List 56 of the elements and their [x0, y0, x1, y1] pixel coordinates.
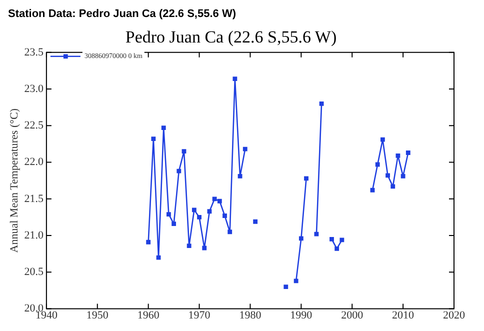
- x-tick-label: 1980: [239, 309, 262, 322]
- x-tick-label: 1970: [188, 309, 211, 322]
- point: [222, 214, 227, 218]
- point: [294, 278, 298, 284]
- point: [228, 230, 232, 234]
- point: [238, 174, 242, 178]
- y-tick-label: 22.5: [24, 120, 44, 132]
- point: [232, 76, 238, 81]
- x-tick-label: 2000: [341, 309, 364, 322]
- point: [304, 176, 308, 181]
- point: [375, 162, 380, 167]
- chart-subtitle: Station Data: Pedro Juan Ca (22.6 S,55.6 W): [8, 8, 238, 20]
- point: [370, 188, 375, 192]
- point: [340, 238, 344, 242]
- point: [380, 137, 385, 142]
- point: [161, 126, 166, 130]
- y-tick-label: 21.5: [24, 192, 44, 205]
- point: [396, 153, 400, 158]
- point: [146, 240, 151, 244]
- x-tick-label: 1960: [137, 309, 160, 322]
- point: [166, 212, 171, 217]
- point: [197, 215, 202, 220]
- point: [202, 246, 207, 250]
- chart-title: Pedro Juan Ca (22.6 S,55.6 W): [125, 28, 337, 47]
- y-tick-label: 21.0: [24, 229, 44, 242]
- point: [176, 168, 182, 174]
- point: [182, 149, 186, 154]
- point: [207, 209, 212, 214]
- point: [400, 174, 406, 178]
- point: [314, 232, 319, 236]
- point: [298, 236, 304, 241]
- point: [186, 244, 192, 248]
- point: [192, 208, 196, 212]
- x-tick-label: 1950: [86, 309, 109, 322]
- y-tick-label: 23.0: [24, 82, 44, 95]
- y-tick-label: 23.5: [24, 46, 44, 58]
- x-tick-label: 1990: [290, 309, 313, 322]
- point: [386, 173, 390, 178]
- x-tick-label: 2020: [443, 309, 466, 322]
- point: [319, 101, 324, 106]
- point: [151, 136, 156, 142]
- point: [334, 246, 340, 251]
- point: [406, 150, 410, 155]
- y-axis-title: Annual Mean Temperatures (°C): [8, 108, 20, 253]
- point: [172, 222, 176, 226]
- point: [253, 219, 258, 224]
- point: [156, 255, 161, 260]
- point: [217, 198, 222, 204]
- point: [390, 184, 396, 189]
- x-tick-label: 2010: [392, 309, 415, 322]
- point: [242, 146, 248, 152]
- point: [330, 237, 334, 242]
- y-tick-label: 20.5: [24, 266, 44, 278]
- point: [284, 284, 288, 290]
- y-tick-label: 22.0: [24, 156, 44, 168]
- point: [212, 196, 217, 202]
